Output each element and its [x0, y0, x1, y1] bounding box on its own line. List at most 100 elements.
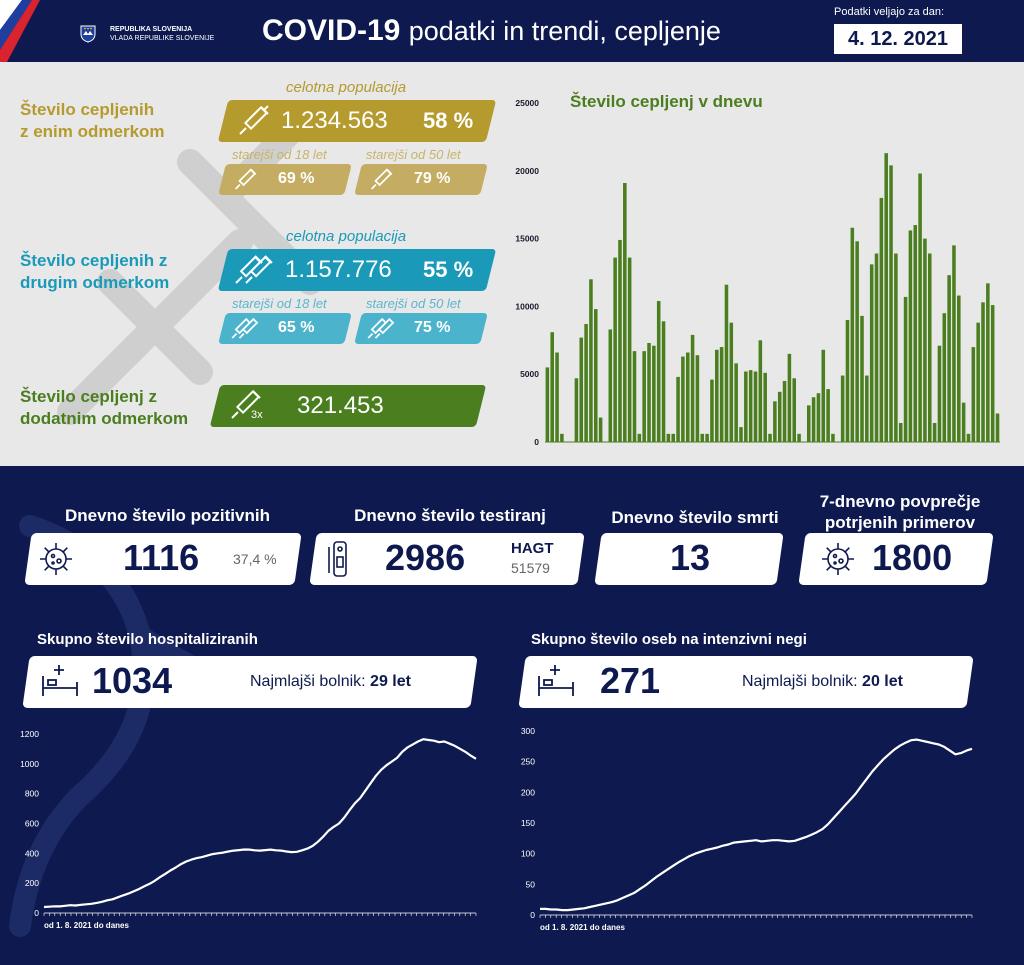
bar [705, 433, 709, 442]
bar [598, 417, 603, 442]
bar [981, 302, 985, 442]
two-syringes-icon [235, 255, 273, 284]
bar [831, 433, 835, 442]
first-dose-age18-card: 69 % [218, 164, 352, 195]
bar [845, 319, 850, 442]
series-line [540, 738, 973, 912]
hospital-youngest-label: Najmlajši bolnik: [250, 673, 366, 690]
bar [753, 371, 758, 442]
y-tick-label: 300 [521, 726, 535, 736]
bar [923, 238, 927, 442]
hospital-youngest: Najmlajši bolnik: 29 let [250, 673, 411, 691]
page-title: COVID-19 podatki in trendi, cepljenje [262, 14, 721, 48]
y-tick-label: 25000 [515, 98, 539, 108]
bar [865, 375, 869, 442]
bar [957, 295, 961, 442]
y-tick-label: 0 [530, 910, 535, 920]
second-dose-label-line2: drugim odmerkom [20, 273, 170, 292]
bar [966, 433, 971, 442]
y-tick-label: 1000 [20, 759, 39, 769]
bar [661, 321, 666, 442]
bar [932, 423, 937, 442]
y-tick-label: 15000 [515, 234, 539, 244]
first-dose-age50-pct: 79 % [414, 170, 451, 187]
syringe-icon [370, 168, 393, 190]
y-tick-label: 100 [521, 849, 535, 859]
bar [918, 173, 922, 442]
y-tick-label: 5000 [520, 369, 539, 379]
y-tick-label: 400 [25, 848, 39, 858]
hagt-value: 51579 [511, 560, 550, 576]
bar [739, 427, 743, 442]
bar [623, 183, 627, 442]
bar [773, 401, 777, 442]
x-axis-note: od 1. 8. 2021 do danes [540, 923, 625, 932]
y-tick-label: 200 [521, 787, 535, 797]
bar [850, 227, 855, 442]
bar [618, 239, 622, 442]
bar [647, 343, 651, 442]
coat-of-arms-icon [80, 25, 96, 43]
bar [724, 284, 729, 442]
positive-value: 1116 [123, 537, 200, 578]
bar [758, 340, 763, 442]
second-dose-total-card: 1.157.776 55 % [217, 249, 497, 291]
icu-youngest-label: Najmlajši bolnik: [742, 673, 858, 690]
gov-name-line2: VLADA REPUBLIKE SLOVENIJE [110, 35, 215, 42]
date-label: Podatki veljajo za dan: [834, 6, 945, 18]
bar [811, 397, 816, 442]
bar [690, 334, 695, 442]
avg7-label: 7-dnevno povprečje potrjenih primerov [795, 491, 1005, 533]
bar [840, 375, 845, 442]
bar [797, 433, 801, 442]
header: REPUBLIKA SLOVENIJA VLADA REPUBLIKE SLOV… [0, 0, 1024, 75]
y-tick-label: 800 [25, 789, 39, 799]
daily-vaccinations-chart-title: Število cepljenj v dnevu [570, 92, 763, 111]
second-dose-label-line1: Število cepljenih z [20, 251, 168, 270]
bar [594, 309, 598, 442]
second-dose-label: Število cepljenih z drugim odmerkom [20, 250, 169, 294]
hospital-card: 1034 Najmlajši bolnik: 29 let [22, 656, 478, 708]
avg7-label-line1: 7-dnevno povprečje [819, 492, 981, 511]
bar [976, 322, 980, 442]
bar [550, 332, 554, 442]
bar [889, 165, 893, 442]
bar [860, 315, 864, 442]
bar [763, 372, 767, 442]
hospital-chart: 0 200 400 600 800 1000 1200 od 1. 8. 2021 do da… [20, 729, 477, 930]
deaths-card: 13 [594, 533, 784, 585]
avg7-value: 1800 [872, 537, 953, 578]
bar [792, 378, 797, 442]
flag-ribbon-icon [0, 0, 40, 75]
bar [937, 345, 942, 442]
bar [986, 283, 990, 442]
icu-chart: 0 50 100 150 200 250 300 od 1. 8. 2021 do danes [521, 726, 973, 932]
bar [584, 324, 588, 442]
icu-youngest-value: 20 let [862, 673, 903, 690]
icu-card: 271 Najmlajši bolnik: 20 let [518, 656, 974, 708]
syringe-icon [239, 105, 269, 135]
bar [710, 379, 714, 442]
bar [927, 253, 932, 442]
first-dose-age50-card: 79 % [354, 164, 488, 195]
bar [942, 313, 947, 442]
second-dose-age50-card: 75 % [354, 313, 488, 344]
icu-value: 271 [600, 660, 661, 701]
y-tick-label: 200 [25, 878, 39, 888]
title-bold: COVID-19 [262, 14, 401, 47]
bar [671, 433, 675, 442]
first-dose-label-line2: z enim odmerkom [20, 122, 165, 141]
bar [744, 371, 748, 442]
tests-value: 2986 [385, 537, 466, 578]
booster-total-card: 3x 321.453 [209, 385, 487, 427]
bar [676, 376, 680, 442]
bar [685, 352, 690, 442]
bar [652, 345, 656, 442]
y-tick-label: 0 [534, 437, 539, 447]
bar [608, 329, 613, 442]
bar [995, 413, 1000, 442]
two-syringes-icon [367, 317, 395, 339]
first-dose-age18-pct: 69 % [278, 170, 315, 187]
second-dose-age18-card: 65 % [218, 313, 352, 344]
y-tick-label: 20000 [515, 166, 539, 176]
